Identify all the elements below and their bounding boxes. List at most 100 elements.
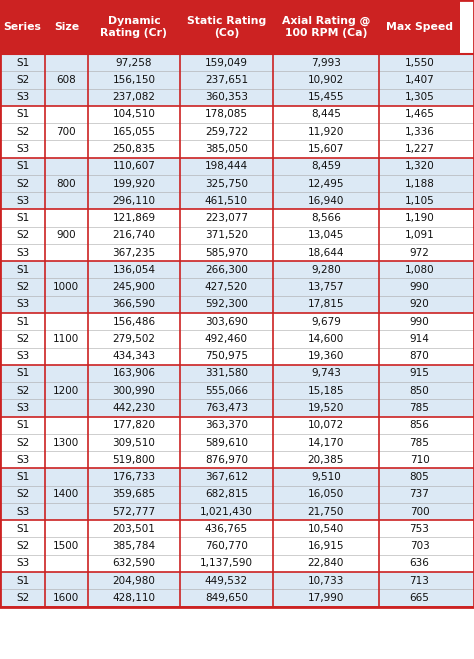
Text: 1,465: 1,465 [404, 109, 435, 119]
Bar [0, 261, 474, 279]
Text: 800: 800 [56, 179, 76, 188]
Text: S2: S2 [16, 593, 29, 603]
Text: 15,455: 15,455 [308, 92, 344, 102]
Bar [0, 555, 474, 572]
Text: 428,110: 428,110 [112, 593, 155, 603]
Text: 710: 710 [410, 455, 429, 465]
Bar [45, 0, 88, 54]
Text: 385,050: 385,050 [205, 144, 248, 154]
Bar [0, 192, 474, 210]
Text: 10,540: 10,540 [308, 524, 344, 534]
Bar [0, 451, 474, 469]
Text: S3: S3 [16, 403, 29, 413]
Text: 427,520: 427,520 [205, 282, 248, 292]
Text: 15,607: 15,607 [308, 144, 344, 154]
Text: 1300: 1300 [53, 438, 80, 447]
Text: S2: S2 [16, 334, 29, 344]
Text: S1: S1 [16, 576, 29, 586]
Bar [0, 296, 474, 313]
Text: 359,685: 359,685 [112, 490, 155, 500]
Text: 110,607: 110,607 [112, 161, 155, 171]
Text: 16,050: 16,050 [308, 490, 344, 500]
Text: S1: S1 [16, 213, 29, 223]
Text: 461,510: 461,510 [205, 196, 248, 206]
Bar [0, 158, 474, 175]
Bar [0, 210, 474, 227]
Text: 1,080: 1,080 [405, 265, 434, 275]
Text: S3: S3 [16, 144, 29, 154]
Text: 303,690: 303,690 [205, 317, 248, 327]
Text: 914: 914 [410, 334, 429, 344]
Text: 18,644: 18,644 [308, 248, 344, 258]
Bar [0, 123, 474, 140]
Text: 750,975: 750,975 [205, 351, 248, 361]
Text: 204,980: 204,980 [112, 576, 155, 586]
Bar [0, 416, 474, 434]
Bar [0, 175, 474, 192]
Text: S3: S3 [16, 196, 29, 206]
Text: 900: 900 [56, 231, 76, 241]
Text: 703: 703 [410, 541, 429, 551]
Text: 21,750: 21,750 [308, 507, 344, 517]
Bar [0, 0, 45, 54]
Text: 990: 990 [410, 282, 429, 292]
Text: S2: S2 [16, 438, 29, 447]
Text: 156,486: 156,486 [112, 317, 155, 327]
Text: 136,054: 136,054 [112, 265, 155, 275]
Text: 449,532: 449,532 [205, 576, 248, 586]
Text: 14,170: 14,170 [308, 438, 344, 447]
Text: 178,085: 178,085 [205, 109, 248, 119]
Text: 1500: 1500 [53, 541, 80, 551]
Text: 331,580: 331,580 [205, 368, 248, 378]
Text: 19,360: 19,360 [308, 351, 344, 361]
Text: 16,940: 16,940 [308, 196, 344, 206]
Text: S2: S2 [16, 282, 29, 292]
Bar [273, 0, 379, 54]
Text: 367,612: 367,612 [205, 472, 248, 482]
Text: S2: S2 [16, 541, 29, 551]
Text: 367,235: 367,235 [112, 248, 155, 258]
Text: 371,520: 371,520 [205, 231, 248, 241]
Text: 1,550: 1,550 [405, 58, 434, 68]
Text: 1,190: 1,190 [405, 213, 434, 223]
Bar [0, 520, 474, 538]
Bar [0, 227, 474, 244]
Text: 785: 785 [410, 403, 429, 413]
Text: 665: 665 [410, 593, 429, 603]
Text: 1200: 1200 [53, 386, 80, 395]
Text: Max Speed: Max Speed [386, 22, 453, 32]
Text: S2: S2 [16, 179, 29, 188]
Bar [0, 589, 474, 606]
Bar [0, 347, 474, 365]
Text: 763,473: 763,473 [205, 403, 248, 413]
Text: 636: 636 [410, 558, 429, 568]
Text: S2: S2 [16, 490, 29, 500]
Text: 753: 753 [410, 524, 429, 534]
Bar [180, 0, 273, 54]
Bar [0, 140, 474, 158]
Text: 519,800: 519,800 [112, 455, 155, 465]
Text: 104,510: 104,510 [112, 109, 155, 119]
Text: Size: Size [54, 22, 79, 32]
Text: 15,185: 15,185 [308, 386, 344, 395]
Text: S3: S3 [16, 92, 29, 102]
Text: 10,072: 10,072 [308, 420, 344, 430]
Text: 8,566: 8,566 [311, 213, 341, 223]
Text: 163,906: 163,906 [112, 368, 155, 378]
Bar [0, 469, 474, 486]
Text: 259,722: 259,722 [205, 127, 248, 136]
Text: S2: S2 [16, 386, 29, 395]
Text: 366,590: 366,590 [112, 299, 155, 309]
Text: 915: 915 [410, 368, 429, 378]
Text: 266,300: 266,300 [205, 265, 248, 275]
Text: 309,510: 309,510 [112, 438, 155, 447]
Text: 585,970: 585,970 [205, 248, 248, 258]
Text: 159,049: 159,049 [205, 58, 248, 68]
Text: 1,407: 1,407 [405, 75, 434, 85]
Text: S3: S3 [16, 455, 29, 465]
Text: Static Rating
(Co): Static Rating (Co) [187, 16, 266, 38]
Text: 19,520: 19,520 [308, 403, 344, 413]
Text: S1: S1 [16, 420, 29, 430]
Bar [0, 434, 474, 451]
Text: 13,757: 13,757 [308, 282, 344, 292]
